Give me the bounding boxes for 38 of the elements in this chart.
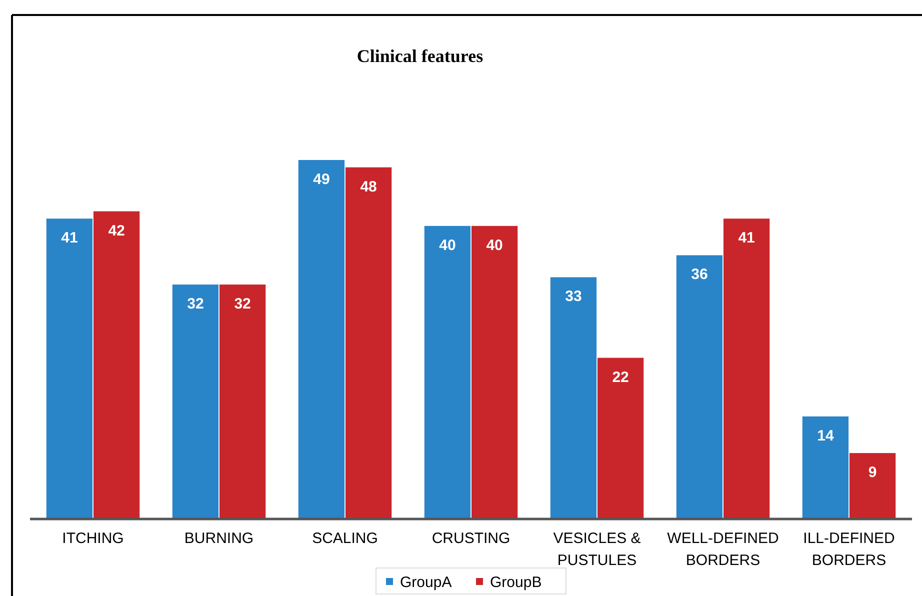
- bar: [723, 218, 770, 519]
- x-tick-label: ILL-DEFINED BORDERS: [803, 530, 896, 569]
- data-label: 42: [108, 222, 125, 240]
- x-tick-label: SCALING: [312, 530, 378, 547]
- bar: [93, 211, 140, 519]
- data-label: 36: [691, 266, 708, 284]
- x-tick-label: ITCHING: [62, 530, 124, 547]
- bar: [424, 226, 471, 519]
- bar: [298, 160, 345, 519]
- data-label: 32: [234, 296, 251, 313]
- data-label: 48: [360, 178, 377, 196]
- data-label: 9: [868, 464, 877, 482]
- data-label: 14: [817, 427, 834, 444]
- data-label: 33: [565, 288, 582, 306]
- bar: [471, 226, 518, 519]
- x-tick-label: VESICLES & PUSTULES: [553, 530, 641, 569]
- bar: [597, 358, 644, 519]
- legend-label: GroupB: [490, 574, 542, 591]
- data-label: 32: [187, 296, 204, 313]
- data-label: 22: [612, 368, 629, 386]
- bar: [849, 453, 896, 519]
- x-tick-label: BURNING: [184, 530, 254, 547]
- x-tick-label: WELL-DEFINED BORDERS: [667, 530, 780, 569]
- bar: [676, 255, 723, 519]
- bar: [172, 284, 219, 519]
- bar: [550, 277, 597, 519]
- x-tick-label: CRUSTING: [432, 530, 510, 547]
- bar: [219, 284, 266, 519]
- data-label: 41: [738, 230, 755, 247]
- data-label: 40: [439, 236, 456, 254]
- data-label: 41: [61, 230, 78, 247]
- legend-label: GroupA: [400, 574, 452, 591]
- bar: [46, 218, 93, 519]
- bar: [802, 416, 849, 519]
- bar: [345, 167, 392, 519]
- data-label: 49: [313, 171, 330, 188]
- chart-title: Clinical features: [356, 46, 484, 66]
- data-label: 40: [486, 236, 503, 254]
